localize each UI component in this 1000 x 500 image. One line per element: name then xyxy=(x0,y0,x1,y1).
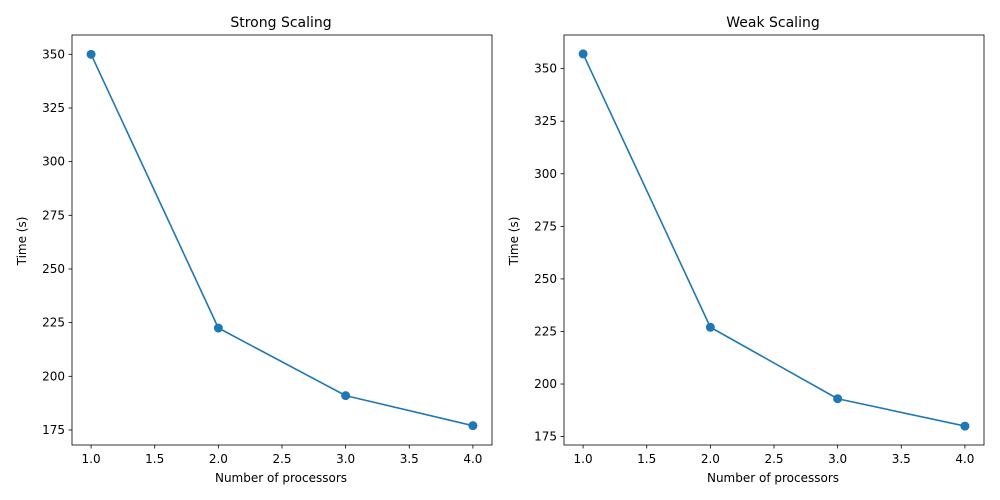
chart-title: Strong Scaling xyxy=(230,15,331,31)
data-point xyxy=(468,421,478,431)
y-tick-label: 175 xyxy=(534,430,557,444)
x-tick-label: 2.5 xyxy=(764,452,783,466)
x-tick-label: 4.0 xyxy=(463,452,482,466)
axis-ticks: 1.0 1.5 2.0 2.5 3.0 3.5 4.0 175 200 225 250 275 300 3… xyxy=(42,47,482,466)
data-point xyxy=(578,49,588,59)
y-tick-label: 300 xyxy=(534,167,557,181)
x-tick-label: 1.5 xyxy=(145,452,164,466)
y-tick-label: 250 xyxy=(534,272,557,286)
y-tick-label: 175 xyxy=(42,423,65,437)
weak-scaling-panel: Weak Scaling Number of processors Time (… xyxy=(507,15,985,485)
y-axis-label: Time (s) xyxy=(15,217,29,267)
series-line xyxy=(90,53,474,427)
x-tick-label: 3.0 xyxy=(828,452,847,466)
x-tick-label: 2.0 xyxy=(209,452,228,466)
y-axis-label: Time (s) xyxy=(507,217,521,267)
x-tick-label: 4.0 xyxy=(955,452,974,466)
data-point xyxy=(833,394,843,404)
data-point xyxy=(960,421,970,431)
strong-scaling-panel: Strong Scaling Number of processors Time… xyxy=(15,15,493,485)
x-tick-label: 2.5 xyxy=(272,452,291,466)
x-axis-label: Number of processors xyxy=(215,471,347,485)
y-tick-label: 225 xyxy=(42,316,65,330)
plot-marks xyxy=(86,49,478,431)
y-tick-label: 275 xyxy=(42,208,65,222)
y-tick-label: 325 xyxy=(42,101,65,115)
y-tick-label: 350 xyxy=(534,62,557,76)
y-tick-label: 300 xyxy=(42,155,65,169)
x-tick-label: 3.5 xyxy=(892,452,911,466)
x-tick-label: 1.5 xyxy=(637,452,656,466)
data-point xyxy=(341,391,351,401)
x-tick-label: 1.0 xyxy=(82,452,101,466)
x-axis-label: Number of processors xyxy=(707,471,839,485)
y-tick-label: 200 xyxy=(42,369,65,383)
plot-marks xyxy=(578,49,970,431)
x-tick-label: 1.0 xyxy=(574,452,593,466)
y-tick-label: 275 xyxy=(534,219,557,233)
plot-frame xyxy=(71,34,493,446)
axis-ticks: 1.0 1.5 2.0 2.5 3.0 3.5 4.0 175 200 225 250 275 300 3… xyxy=(534,62,974,466)
data-point xyxy=(86,49,96,59)
x-tick-label: 3.5 xyxy=(400,452,419,466)
plot-frame xyxy=(563,34,985,446)
y-tick-label: 250 xyxy=(42,262,65,276)
chart-title: Weak Scaling xyxy=(726,15,819,31)
y-tick-label: 200 xyxy=(534,377,557,391)
data-point xyxy=(213,323,223,333)
x-tick-label: 2.0 xyxy=(701,452,720,466)
y-tick-label: 225 xyxy=(534,324,557,338)
data-point xyxy=(705,322,715,332)
y-tick-label: 350 xyxy=(42,47,65,61)
y-tick-label: 325 xyxy=(534,114,557,128)
series-line xyxy=(582,53,966,427)
x-tick-label: 3.0 xyxy=(336,452,355,466)
